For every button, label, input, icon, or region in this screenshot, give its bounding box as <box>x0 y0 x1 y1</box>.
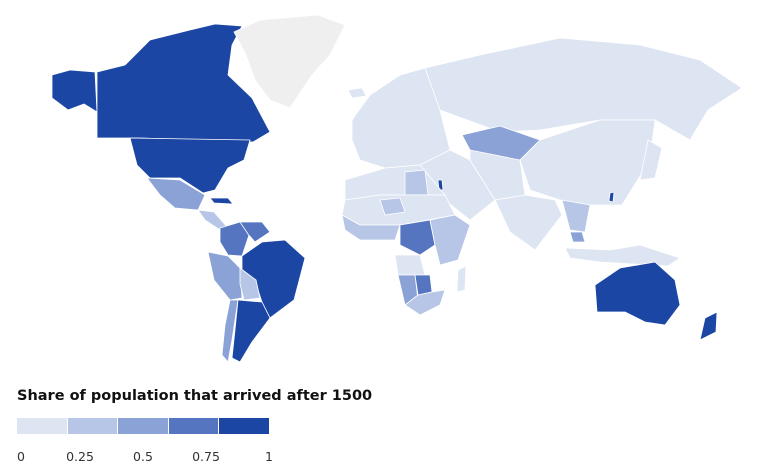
region-alaska[interactable] <box>51 69 98 113</box>
legend-tick-label: 0.75 <box>192 449 220 464</box>
legend-swatch <box>17 418 68 434</box>
region-iceland[interactable] <box>347 87 367 99</box>
region-peru[interactable] <box>207 251 243 301</box>
region-south-asia[interactable] <box>494 194 563 251</box>
legend-swatch <box>118 418 169 434</box>
region-botswana[interactable] <box>414 274 433 296</box>
region-malaysia[interactable] <box>569 231 586 243</box>
legend-swatch <box>219 418 269 434</box>
region-russia[interactable] <box>424 37 743 141</box>
world-map <box>51 14 743 363</box>
region-west-africa[interactable] <box>341 214 401 241</box>
region-china-mongolia[interactable] <box>519 119 656 206</box>
region-japan[interactable] <box>639 139 663 181</box>
region-angola[interactable] <box>394 254 426 276</box>
region-south-africa[interactable] <box>404 289 446 316</box>
region-venezuela[interactable] <box>239 221 271 243</box>
region-libya[interactable] <box>404 169 429 196</box>
legend: Share of population that arrived after 1… <box>17 386 372 466</box>
world-map-svg <box>51 14 743 363</box>
legend-tick-label: 1 <box>265 449 273 464</box>
region-east-africa[interactable] <box>429 214 471 266</box>
region-southeast-asia[interactable] <box>561 199 591 233</box>
legend-color-scale <box>17 418 269 434</box>
region-united-states[interactable] <box>129 137 251 194</box>
legend-title: Share of population that arrived after 1… <box>17 388 373 404</box>
region-indonesia[interactable] <box>564 244 681 267</box>
region-cuba[interactable] <box>209 197 234 205</box>
legend-tick-label: 0.25 <box>66 449 94 464</box>
legend-swatch <box>67 418 119 434</box>
region-australia[interactable] <box>594 261 681 326</box>
legend-swatch <box>168 418 220 434</box>
region-new-zealand[interactable] <box>699 311 718 341</box>
region-taiwan[interactable] <box>608 191 615 203</box>
region-bolivia[interactable] <box>239 267 261 301</box>
legend-tick-label: 0 <box>17 449 25 464</box>
legend-tick-label: 0.5 <box>133 449 153 464</box>
region-greenland <box>233 14 346 109</box>
region-madagascar[interactable] <box>456 265 467 293</box>
region-niger[interactable] <box>379 197 406 216</box>
region-central-africa[interactable] <box>399 219 436 256</box>
region-argentina[interactable] <box>231 299 271 363</box>
